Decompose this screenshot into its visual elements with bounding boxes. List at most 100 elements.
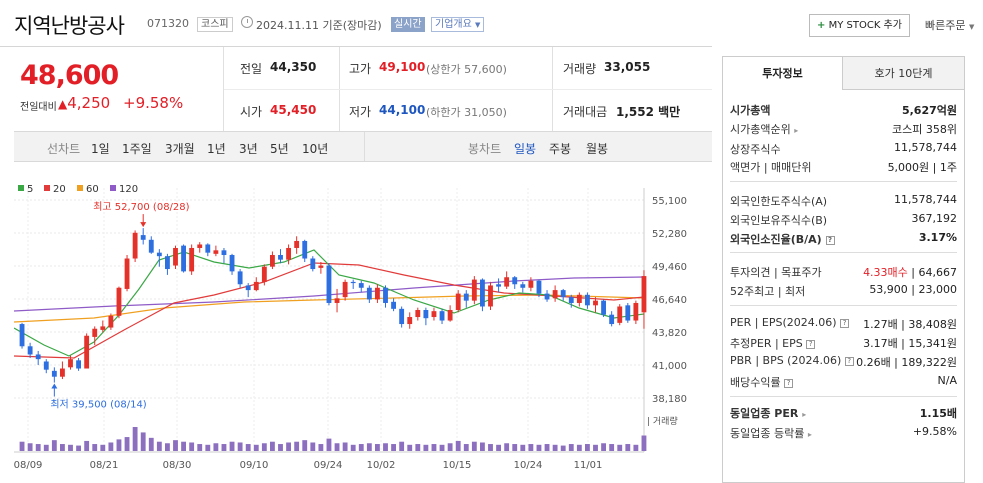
amount-label: 거래대금 xyxy=(563,105,608,119)
x-tick-label: 10/02 xyxy=(367,460,396,471)
volume-bar xyxy=(84,440,90,451)
candle-body xyxy=(391,301,396,309)
candle-chart-label: 봉차트 xyxy=(468,142,502,156)
candle-body xyxy=(641,276,647,313)
price-chart[interactable]: 55,100 52,280 49,460 46,640 43,820 41,000 38,1… xyxy=(14,170,712,475)
volume-bar xyxy=(92,444,98,451)
period-3m[interactable]: 3개월 xyxy=(165,142,195,156)
tab-hoga[interactable]: 호가 10단계 xyxy=(843,57,964,90)
candle-body xyxy=(423,310,429,319)
header-divider xyxy=(0,46,712,47)
volume-bar xyxy=(399,441,405,451)
candle-body xyxy=(189,247,195,272)
volume-bar xyxy=(407,444,413,451)
volume-bar xyxy=(488,444,493,451)
candle-daily[interactable]: 일봉 xyxy=(514,142,537,156)
div-label: 배당수익률 ? xyxy=(730,374,794,390)
candle-body xyxy=(165,256,170,270)
candle-body xyxy=(270,255,275,267)
help-icon[interactable]: ? xyxy=(844,356,854,366)
tab-investment-info[interactable]: 투자정보 xyxy=(723,57,843,90)
volume-bar xyxy=(447,443,453,451)
y-tick-label: 43,820 xyxy=(652,328,687,339)
stock-code: 071320 xyxy=(147,17,189,30)
clock-icon xyxy=(241,16,253,28)
volume-bar xyxy=(148,437,154,451)
volume-bar xyxy=(294,441,300,451)
candle-body xyxy=(245,285,251,291)
candle-body xyxy=(633,302,639,321)
candle-body xyxy=(496,284,501,287)
candle-body xyxy=(447,310,453,321)
candle-body xyxy=(544,293,550,300)
quick-order-button[interactable]: 빠른주문 ▼ xyxy=(925,17,974,33)
volume-bar xyxy=(181,441,186,451)
par-label: 액면가 | 매매단위 xyxy=(730,161,812,174)
volume-bar xyxy=(270,441,275,451)
volume-bar xyxy=(221,444,227,451)
change-percent: +9.58% xyxy=(123,94,184,112)
volume-bar xyxy=(471,441,477,451)
plus-icon: + xyxy=(817,20,826,31)
volume-bar xyxy=(496,444,501,451)
candle-body xyxy=(108,315,114,328)
candle-body xyxy=(60,368,65,377)
period-10y[interactable]: 10년 xyxy=(302,142,329,156)
volume-bar xyxy=(100,444,106,451)
ind-chg-label[interactable]: 동일업종 등락률 ▸ xyxy=(730,425,812,441)
candle-body xyxy=(560,290,566,298)
market-cap-label: 시가총액 xyxy=(730,104,771,117)
candle-body xyxy=(617,306,623,323)
stock-name: 지역난방공사 xyxy=(14,14,125,38)
volume-bar xyxy=(253,444,259,451)
candle-body xyxy=(35,354,41,360)
info-panel: 투자정보 호가 10단계 시가총액 5,627억원 시가총액순위 ▸ 코스피 358… xyxy=(722,56,965,483)
candle-body xyxy=(84,335,90,369)
help-icon[interactable]: ? xyxy=(806,339,816,349)
period-1w[interactable]: 1주일 xyxy=(122,142,152,156)
per-label: PER | EPS(2024.06) ? xyxy=(730,316,850,329)
chevron-right-icon: ▸ xyxy=(807,430,812,439)
volume-bar xyxy=(302,440,308,451)
candle-body xyxy=(334,298,340,303)
y-tick-label: 41,000 xyxy=(652,361,687,372)
candle-body xyxy=(140,235,146,240)
foreign-ratio-label-text: 외국인소진율(B/A) xyxy=(730,233,822,246)
period-5y[interactable]: 5년 xyxy=(270,142,289,156)
volume-bar xyxy=(350,444,356,451)
candle-body xyxy=(27,346,33,355)
volume-bar xyxy=(318,444,324,451)
cap-rank-label[interactable]: 시가총액순위 ▸ xyxy=(730,121,798,137)
candle-monthly[interactable]: 월봉 xyxy=(586,142,609,156)
y-tick-label: 38,180 xyxy=(652,394,687,405)
candle-weekly[interactable]: 주봉 xyxy=(549,142,572,156)
est-per-value: 3.17배 | 15,341원 xyxy=(863,337,957,350)
candle-body xyxy=(173,247,178,266)
volume-bar xyxy=(439,444,445,451)
prev-close-label: 전일 xyxy=(240,62,263,76)
mystock-add-button[interactable]: + MY STOCK 추가 xyxy=(809,14,910,37)
volume-bar xyxy=(237,442,243,451)
help-icon[interactable]: ? xyxy=(784,378,794,388)
candle-body xyxy=(568,297,574,303)
ind-per-label[interactable]: 동일업종 PER ▸ xyxy=(730,405,806,421)
realtime-button[interactable]: 실시간 xyxy=(391,17,425,32)
period-1d[interactable]: 1일 xyxy=(91,142,110,156)
help-icon[interactable]: ? xyxy=(825,235,835,245)
period-1y[interactable]: 1년 xyxy=(207,142,226,156)
prev-label: 전일대비 xyxy=(20,102,57,113)
volume-bar xyxy=(383,443,388,451)
help-icon[interactable]: ? xyxy=(840,318,850,328)
y-tick-label: 52,280 xyxy=(652,229,687,240)
volume-bar xyxy=(334,443,340,451)
company-info-dropdown[interactable]: 기업개요 ▼ xyxy=(431,17,485,32)
foreign-limit-value: 11,578,744 xyxy=(894,193,957,206)
period-3y[interactable]: 3년 xyxy=(239,142,258,156)
up-triangle-icon: ▲ xyxy=(58,97,68,111)
candle-body xyxy=(43,361,49,370)
company-info-label: 기업개요 xyxy=(435,19,472,30)
x-tick-label: 11/01 xyxy=(574,460,603,471)
market-cap-value: 5,627억원 xyxy=(901,104,957,117)
range-value: 53,900 | 23,000 xyxy=(869,283,957,296)
amount-value: 1,552 백만 xyxy=(616,105,681,119)
